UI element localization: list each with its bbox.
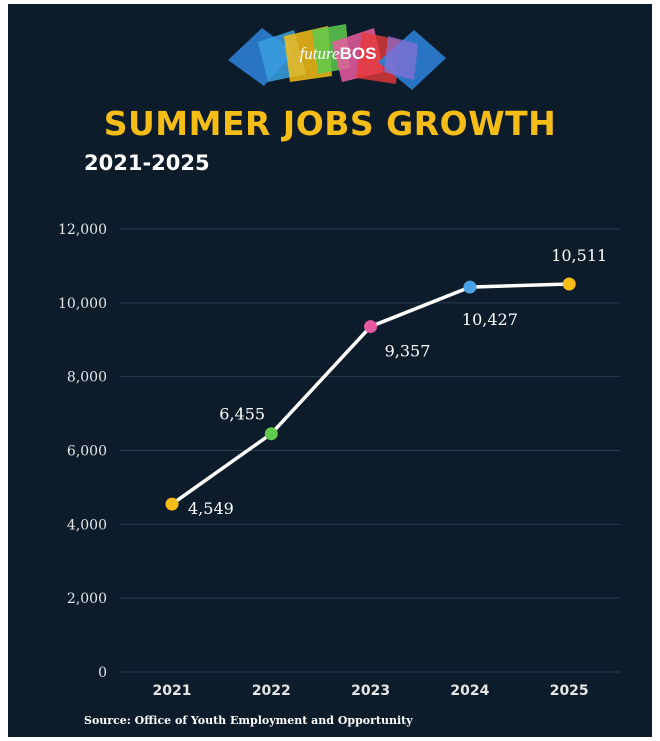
logo-text-part2: BOS (339, 44, 377, 63)
chart-subtitle: 2021-2025 (84, 151, 210, 175)
logo-wordmark: futureBOS (228, 44, 448, 64)
data-label: 4,549 (188, 499, 234, 518)
x-tick-label: 2024 (450, 683, 489, 699)
futurebos-logo: futureBOS (228, 22, 448, 94)
y-tick-label: 12,000 (58, 222, 107, 238)
y-tick-label: 8,000 (67, 370, 107, 386)
logo-mosaic-graphic (228, 24, 446, 90)
data-label: 10,511 (551, 246, 607, 265)
data-point (165, 497, 179, 511)
y-tick-label: 2,000 (67, 591, 107, 607)
x-tick-label: 2021 (153, 683, 192, 699)
y-tick-label: 0 (98, 665, 107, 681)
x-tick-label: 2025 (550, 683, 589, 699)
x-tick-label: 2023 (351, 683, 390, 699)
source-note: Source: Office of Youth Employment and O… (84, 714, 413, 727)
grid-lines (120, 228, 620, 673)
chart-title: SUMMER JOBS GROWTH (103, 104, 557, 143)
y-tick-label: 4,000 (67, 517, 107, 533)
logo-text-part1: future (299, 44, 340, 63)
data-labels: 4,549 6,455 9,357 10,427 10,511 (188, 246, 607, 518)
data-point (264, 427, 278, 441)
data-label: 6,455 (219, 405, 265, 424)
x-tick-label: 2022 (252, 683, 291, 699)
x-axis-ticks: 2021 2022 2023 2024 2025 (153, 683, 589, 699)
data-label: 10,427 (462, 310, 518, 329)
data-point (463, 280, 477, 294)
data-point (562, 277, 576, 291)
y-tick-label: 10,000 (58, 296, 107, 312)
data-label: 9,357 (385, 342, 431, 361)
y-axis-ticks: 0 2,000 4,000 6,000 8,000 10,000 12,000 (58, 222, 107, 681)
data-point (364, 320, 378, 334)
data-points (165, 277, 576, 511)
y-tick-label: 6,000 (67, 444, 107, 460)
